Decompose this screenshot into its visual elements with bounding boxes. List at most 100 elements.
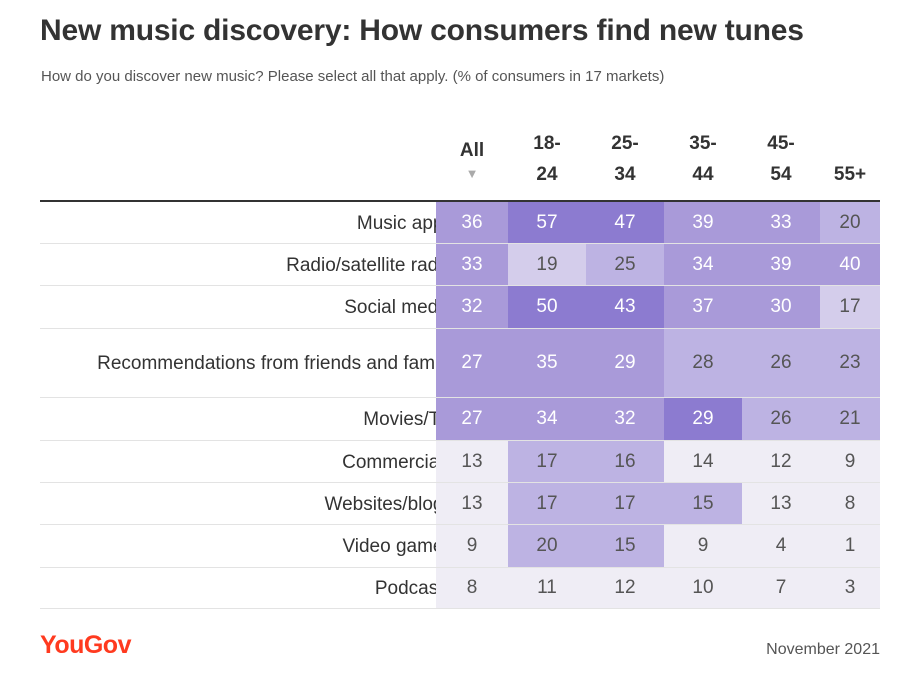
row-divider (40, 608, 880, 609)
value-cell: 19 (508, 244, 586, 285)
column-header-line2: 54 (770, 164, 792, 185)
row-label: Social media (344, 297, 453, 318)
chart-subtitle: How do you discover new music? Please se… (41, 68, 665, 85)
table-row: Commercials 13 17 16 14 12 9 (40, 441, 880, 483)
value-cell: 9 (820, 441, 880, 482)
value-cell: 27 (436, 329, 508, 397)
column-header: 18- 24 (508, 132, 586, 190)
table-row: Movies/TV 27 34 32 29 26 21 (40, 398, 880, 441)
column-header-line1: 45- (767, 133, 795, 154)
value-cell: 20 (508, 525, 586, 567)
value-cell: 28 (664, 329, 742, 397)
row-label: Commercials (342, 451, 453, 473)
value-cell: 13 (436, 483, 508, 524)
publication-date: November 2021 (766, 641, 880, 658)
column-header: 35- 44 (664, 132, 742, 190)
value-cell: 13 (742, 483, 820, 524)
column-header-line2: 24 (536, 164, 558, 185)
value-cell: 10 (664, 568, 742, 608)
row-divider (40, 567, 880, 568)
value-cell: 33 (436, 244, 508, 285)
value-cell: 16 (586, 441, 664, 482)
value-cell: 11 (508, 568, 586, 608)
table-row: Social media 32 50 43 37 30 17 (40, 286, 880, 329)
value-cell: 8 (820, 483, 880, 524)
value-cell: 15 (586, 525, 664, 567)
value-cell: 32 (436, 286, 508, 328)
column-header-line2: 34 (614, 164, 636, 185)
value-cell: 50 (508, 286, 586, 328)
table-row: Recommendations from friends and family 2… (40, 329, 880, 398)
row-label: Video games (342, 536, 453, 557)
value-cell: 33 (742, 202, 820, 243)
value-cell: 36 (436, 202, 508, 243)
column-header-line1: 25- (611, 133, 639, 154)
value-cell: 25 (586, 244, 664, 285)
value-cell: 21 (820, 398, 880, 440)
value-cell: 7 (742, 568, 820, 608)
value-cell: 8 (436, 568, 508, 608)
value-cell: 12 (742, 441, 820, 482)
value-cell: 40 (820, 244, 880, 285)
column-header: 25- 34 (586, 132, 664, 190)
value-cell: 17 (586, 483, 664, 524)
table-row: Radio/satellite radio 33 19 25 34 39 40 (40, 244, 880, 286)
value-cell: 26 (742, 398, 820, 440)
table-row: Video games 9 20 15 9 4 1 (40, 525, 880, 568)
value-cell: 57 (508, 202, 586, 243)
value-cell: 34 (508, 398, 586, 440)
value-cell: 14 (664, 441, 742, 482)
row-divider (40, 440, 880, 441)
row-label: Movies/TV (363, 409, 453, 430)
column-header: 45- 54 (742, 132, 820, 190)
row-divider (40, 285, 880, 286)
value-cell: 34 (664, 244, 742, 285)
table-row: Websites/blogs 13 17 17 15 13 8 (40, 483, 880, 525)
table-row: Podcasts 8 11 12 10 7 3 (40, 568, 880, 609)
row-divider (40, 482, 880, 483)
column-header-line2: 44 (692, 164, 714, 185)
column-header[interactable]: All ▼ (436, 132, 508, 190)
value-cell: 47 (586, 202, 664, 243)
yougov-logo: YouGov (40, 631, 131, 659)
row-divider (40, 524, 880, 525)
value-cell: 29 (586, 329, 664, 397)
value-cell: 3 (820, 568, 880, 608)
column-header: 55+ (820, 132, 880, 190)
value-cell: 4 (742, 525, 820, 567)
value-cell: 37 (664, 286, 742, 328)
row-divider (40, 328, 880, 329)
value-cell: 17 (820, 286, 880, 328)
chart-title: New music discovery: How consumers find … (40, 14, 804, 47)
value-cell: 17 (508, 483, 586, 524)
value-cell: 32 (586, 398, 664, 440)
row-divider (40, 397, 880, 398)
value-cell: 23 (820, 329, 880, 397)
value-cell: 30 (742, 286, 820, 328)
value-cell: 39 (664, 202, 742, 243)
value-cell: 1 (820, 525, 880, 567)
column-header-line1: 18- (533, 133, 561, 154)
row-label: Radio/satellite radio (286, 254, 453, 276)
table-row: Music apps 36 57 47 39 33 20 (40, 202, 880, 244)
value-cell: 35 (508, 329, 586, 397)
column-header-line1: All (459, 140, 485, 161)
value-cell: 17 (508, 441, 586, 482)
value-cell: 20 (820, 202, 880, 243)
column-header-line2: 55+ (833, 164, 867, 185)
value-cell: 9 (436, 525, 508, 567)
row-label: Recommendations from friends and family (97, 353, 453, 374)
value-cell: 12 (586, 568, 664, 608)
row-divider (40, 243, 880, 244)
row-label: Music apps (356, 212, 453, 234)
row-label: Podcasts (374, 578, 453, 599)
value-cell: 13 (436, 441, 508, 482)
sort-desc-icon[interactable]: ▼ (465, 166, 479, 181)
value-cell: 27 (436, 398, 508, 440)
value-cell: 26 (742, 329, 820, 397)
column-header-line1: 35- (689, 133, 717, 154)
row-label: Websites/blogs (324, 493, 454, 515)
value-cell: 29 (664, 398, 742, 440)
value-cell: 9 (664, 525, 742, 567)
value-cell: 15 (664, 483, 742, 524)
